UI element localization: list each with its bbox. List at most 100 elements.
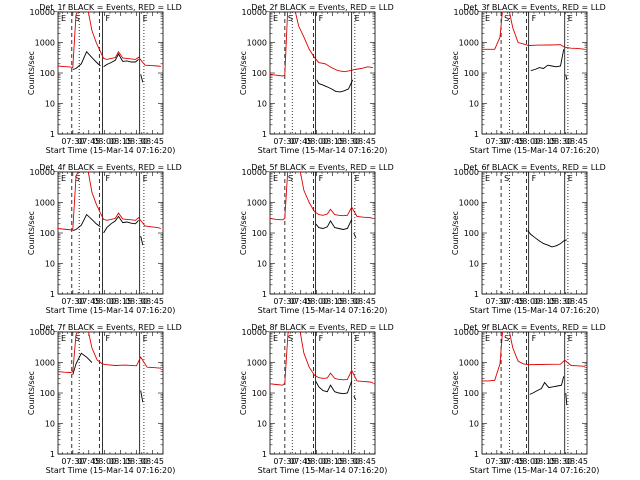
y-tick-label: 1 <box>474 290 479 299</box>
events-series-line <box>103 215 139 234</box>
x-tick-label: 08:15 <box>109 297 132 306</box>
chart-panel-1: Det_1f BLACK = Events, RED = LLD 1 10 100 10… <box>27 3 182 155</box>
y-tick-label: 10000 <box>242 168 267 177</box>
x-tick-label: 08:00 <box>305 297 328 306</box>
events-series-line <box>316 79 354 93</box>
x-tick-label: 07:30 <box>485 457 508 466</box>
chart-title: Det_8f BLACK = Events, RED = LLD <box>251 323 394 332</box>
x-tick-label: 07:30 <box>485 297 508 306</box>
mode-label: E <box>568 334 573 343</box>
x-tick-label: 08:15 <box>109 137 132 146</box>
x-tick-label: 08:00 <box>517 137 540 146</box>
y-tick-label: 10 <box>257 420 267 429</box>
mode-label: E <box>485 14 490 23</box>
mode-label: S <box>288 334 293 343</box>
lld-series-line <box>270 12 373 77</box>
x-tick-label: 07:30 <box>273 297 296 306</box>
x-tick-label: 07:30 <box>61 297 84 306</box>
chart-panel-3: Det_3f BLACK = Events, RED = LLD 1 10 100 10… <box>451 3 606 155</box>
x-tick-label: 08:30 <box>549 457 572 466</box>
y-tick-label: 10000 <box>454 168 479 177</box>
x-tick-label: 07:30 <box>61 457 84 466</box>
mode-label: F <box>532 334 537 343</box>
plot-frame <box>481 11 588 135</box>
x-tick-label: 07:30 <box>485 137 508 146</box>
x-tick-label: 07:30 <box>273 137 296 146</box>
series-group <box>527 230 567 248</box>
x-tick-label: 08:15 <box>533 137 556 146</box>
x-axis-label: Start Time (15-Mar-14 07:16:20) <box>46 306 176 315</box>
y-tick-label: 100 <box>464 229 479 238</box>
y-tick-label: 1 <box>262 290 267 299</box>
y-axis-label: Counts/sec <box>239 371 248 415</box>
mode-label: S <box>75 14 80 23</box>
lld-series-line <box>270 332 373 386</box>
x-tick-label: 08:00 <box>93 457 116 466</box>
x-tick-label: 08:00 <box>305 457 328 466</box>
y-tick-label: 100 <box>252 389 267 398</box>
chart-title: Det_2f BLACK = Events, RED = LLD <box>251 3 394 12</box>
x-tick-label: 08:45 <box>565 457 588 466</box>
y-axis-label: Counts/sec <box>239 211 248 255</box>
y-tick-label: 100 <box>464 389 479 398</box>
y-tick-label: 10000 <box>454 8 479 17</box>
x-tick-label: 07:30 <box>61 137 84 146</box>
series-group <box>482 12 585 80</box>
y-tick-label: 10000 <box>30 328 55 337</box>
events-series-line <box>315 380 353 395</box>
x-tick-label: 08:30 <box>125 137 148 146</box>
series-group <box>482 332 585 406</box>
x-tick-label: 08:30 <box>337 297 360 306</box>
x-tick-label: 08:30 <box>549 137 572 146</box>
lld-series-line <box>58 12 161 69</box>
x-tick-label: 08:00 <box>517 457 540 466</box>
lld-series-line <box>270 172 374 221</box>
x-tick-label: 08:45 <box>565 137 588 146</box>
chart-title: Det_6f BLACK = Events, RED = LLD <box>463 163 606 172</box>
mode-label: F <box>532 14 537 23</box>
events-series-line <box>565 74 568 80</box>
x-tick-label: 07:45 <box>289 137 312 146</box>
y-tick-label: 100 <box>40 389 55 398</box>
x-tick-label: 07:45 <box>501 457 524 466</box>
x-tick-label: 08:00 <box>305 137 328 146</box>
y-tick-label: 10000 <box>454 328 479 337</box>
x-tick-label: 08:45 <box>353 297 376 306</box>
mode-label: F <box>106 14 111 23</box>
y-axis-label: Counts/sec <box>27 51 36 95</box>
chart-panel-4: Det_4f BLACK = Events, RED = LLD 1 10 100 10… <box>27 163 182 315</box>
x-tick-label: 08:15 <box>321 457 344 466</box>
chart-panel-8: Det_8f BLACK = Events, RED = LLD 1 10 100 10… <box>239 323 394 475</box>
plot-frame <box>269 11 376 135</box>
y-tick-label: 1 <box>474 450 479 459</box>
y-axis-label: Counts/sec <box>451 371 460 415</box>
mode-label: F <box>106 174 111 183</box>
series-group <box>270 172 374 238</box>
series-group <box>270 12 373 93</box>
y-tick-label: 100 <box>40 69 55 78</box>
mode-label: F <box>319 174 324 183</box>
y-tick-label: 10000 <box>30 8 55 17</box>
y-tick-label: 10000 <box>30 168 55 177</box>
y-tick-label: 1000 <box>35 199 55 208</box>
lld-series-line <box>58 332 161 373</box>
y-tick-label: 1 <box>50 290 55 299</box>
y-tick-label: 1 <box>262 130 267 139</box>
x-tick-label: 07:45 <box>77 137 100 146</box>
lld-series-line <box>482 332 585 382</box>
x-tick-label: 08:15 <box>533 457 556 466</box>
mode-label: E <box>568 174 573 183</box>
events-series-line <box>529 376 565 395</box>
x-axis-label: Start Time (15-Mar-14 07:16:20) <box>46 146 176 155</box>
y-axis-label: Counts/sec <box>27 211 36 255</box>
x-tick-label: 07:30 <box>273 457 296 466</box>
plot-frame <box>269 331 376 455</box>
x-tick-label: 08:30 <box>549 297 572 306</box>
y-tick-label: 1000 <box>247 359 267 368</box>
x-axis-label: Start Time (15-Mar-14 07:16:20) <box>470 146 600 155</box>
x-tick-label: 08:30 <box>125 297 148 306</box>
x-tick-label: 08:00 <box>517 297 540 306</box>
x-tick-label: 07:45 <box>77 297 100 306</box>
mode-label: S <box>288 14 293 23</box>
